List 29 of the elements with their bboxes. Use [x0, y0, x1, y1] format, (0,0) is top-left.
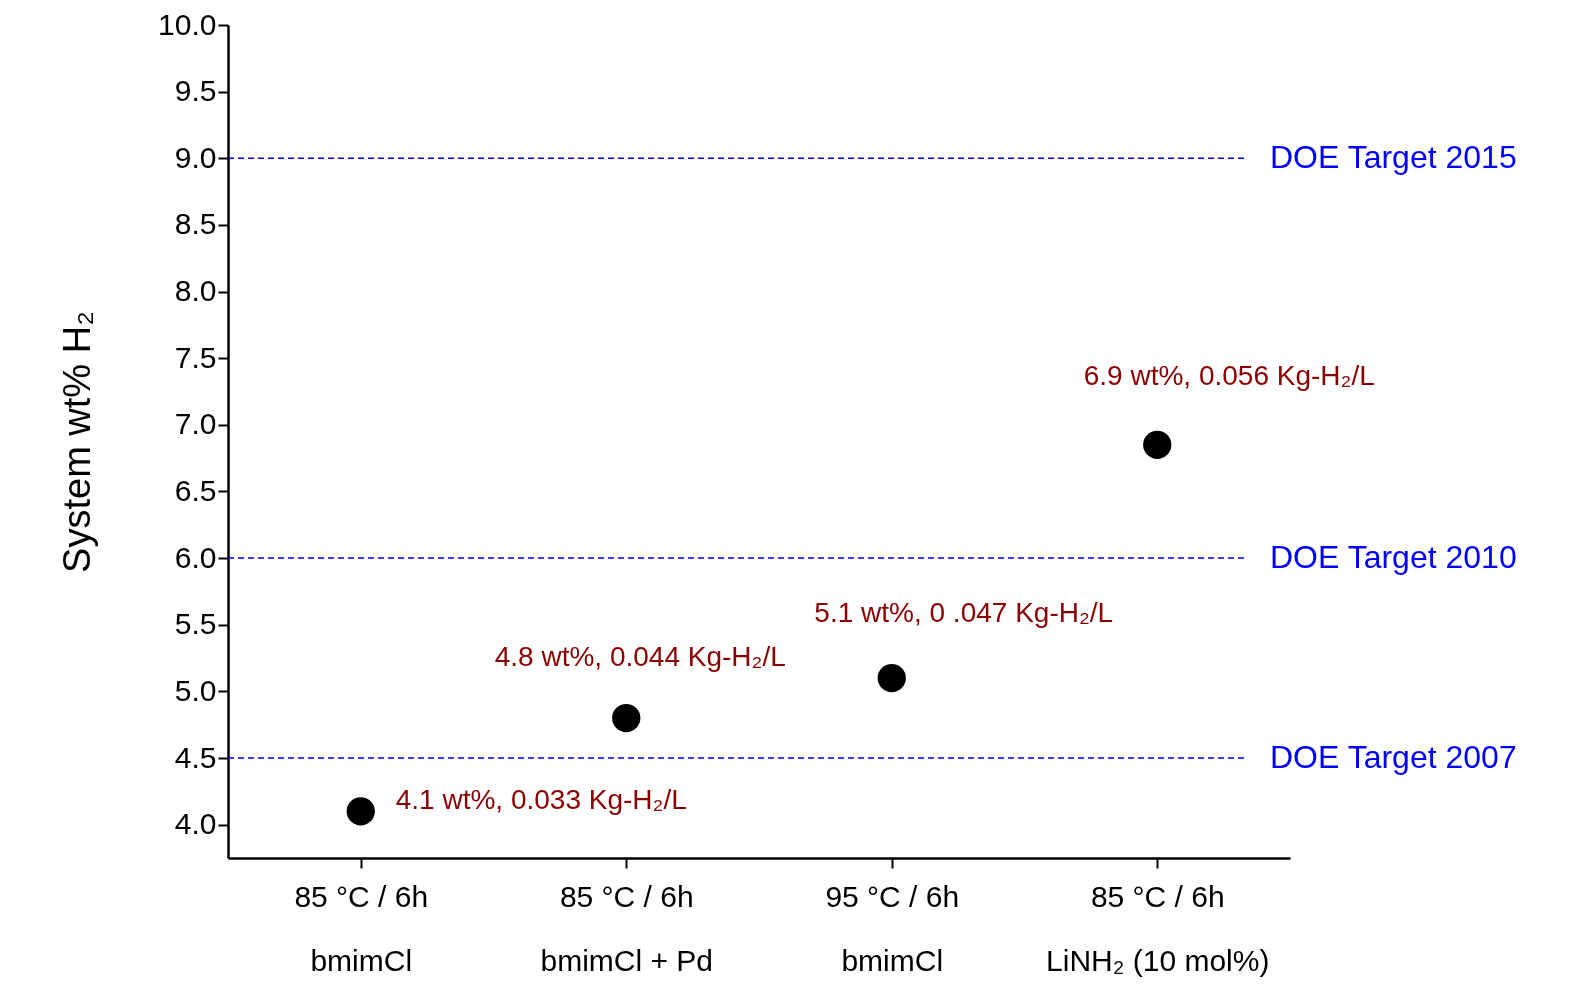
y-tick-label: 8.5 — [174, 207, 217, 241]
ref-line-label: DOE Target 2007 — [1270, 739, 1517, 776]
x-tick-label: 85 °C / 6h LiNH₂ (10 mol%) — [1046, 879, 1270, 977]
y-tick-label: 8.0 — [174, 274, 217, 308]
ref-line-label: DOE Target 2010 — [1270, 539, 1517, 576]
y-axis-title: System wt% H₂ — [56, 311, 99, 573]
y-tick-label: 10.0 — [158, 7, 217, 41]
point — [612, 703, 641, 733]
x-tick-label: 85 °C / 6h bmimCl — [294, 879, 429, 977]
annotation: 6.9 wt%, 0.056 Kg-H₂/L — [1083, 359, 1375, 391]
y-tick-label: 9.0 — [174, 140, 217, 174]
y-tick-label: 6.5 — [174, 473, 217, 507]
ref-line-label: DOE Target 2015 — [1270, 139, 1517, 176]
y-tick-label: 5.5 — [174, 607, 217, 641]
point — [1143, 430, 1172, 459]
y-tick-label: 7.0 — [174, 407, 217, 441]
y-tick-label: 6.0 — [174, 540, 217, 574]
y-tick-label: 5.0 — [174, 673, 217, 707]
y-tick-label: 7.5 — [174, 340, 217, 374]
annotation: 5.1 wt%, 0 .047 Kg-H₂/L — [814, 597, 1114, 629]
point — [346, 797, 375, 826]
x-tick-label: 95 °C / 6h bmimCl — [825, 879, 960, 977]
annotation: 4.1 wt%, 0.033 Kg-H₂/L — [395, 784, 687, 816]
y-tick-label: 4.5 — [174, 740, 217, 774]
point — [877, 663, 906, 693]
y-tick-label: 9.5 — [174, 74, 217, 108]
x-tick-label: 85 °C / 6h bmimCl + Pd — [540, 879, 714, 977]
annotation: 4.8 wt%, 0.044 Kg-H₂/L — [494, 641, 786, 673]
y-tick-label: 4.0 — [174, 807, 217, 841]
